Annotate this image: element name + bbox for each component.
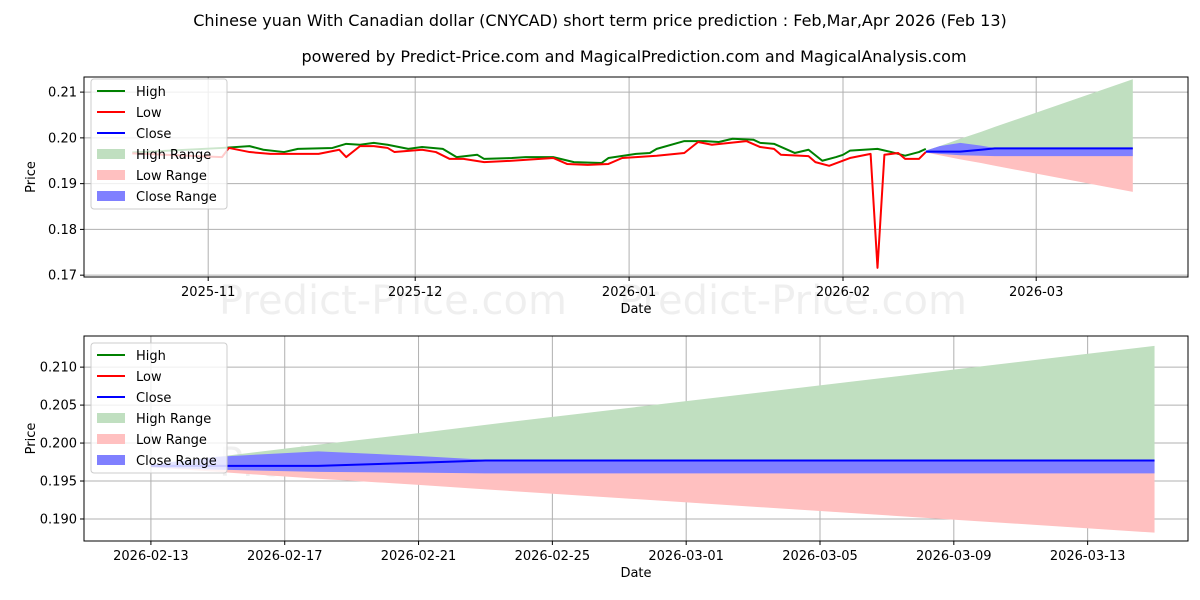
low-range-area — [925, 148, 1133, 192]
top-chart: Predict-Price.com Predict-Price.com2025-1… — [24, 76, 1189, 324]
x-tick-label: 2026-02 — [816, 285, 870, 300]
close-range-area — [150, 451, 1155, 474]
axes-frame — [83, 76, 1189, 278]
x-tick-label: 2025-12 — [388, 285, 442, 300]
y-tick-label: 0.21 — [48, 86, 77, 101]
x-tick-label: 2026-03-09 — [916, 549, 992, 564]
legend-label: High Range — [136, 412, 211, 427]
chart-title: Chinese yuan With Canadian dollar (CNYCA… — [193, 11, 1007, 30]
y-tick-label: 0.210 — [40, 361, 77, 376]
legend-label: Close — [136, 391, 171, 406]
x-tick-label: 2026-02-21 — [381, 549, 457, 564]
x-tick-label: 2026-03-13 — [1050, 549, 1126, 564]
x-tick-label: 2026-03-01 — [648, 549, 724, 564]
legend-label: Low — [136, 106, 162, 121]
close-range-area — [925, 142, 1133, 157]
y-axis-label: Price — [24, 161, 39, 193]
x-tick-label: 2026-03 — [1009, 285, 1063, 300]
x-tick-label: 2026-02-13 — [113, 549, 189, 564]
y-tick-label: 0.190 — [40, 512, 77, 527]
y-tick-label: 0.18 — [48, 223, 77, 238]
legend-patch-low-range — [97, 170, 125, 180]
x-tick-label: 2026-02-17 — [247, 549, 323, 564]
legend-label: Close Range — [136, 190, 217, 205]
chart-subtitle: powered by Predict-Price.com and Magical… — [301, 47, 966, 66]
close-line — [925, 147, 1133, 153]
y-tick-label: 0.200 — [40, 437, 77, 452]
legend-label: High Range — [136, 148, 211, 163]
legend-patch-high-range — [97, 149, 125, 159]
legend-label: Close — [136, 127, 171, 142]
legend-label: High — [136, 349, 166, 364]
legend-label: High — [136, 85, 166, 100]
low-range-area — [150, 460, 1155, 533]
y-tick-label: 0.20 — [48, 131, 77, 146]
y-tick-label: 0.19 — [48, 177, 77, 192]
legend-patch-low-range — [97, 434, 125, 444]
x-tick-label: 2026-02-25 — [515, 549, 591, 564]
legend-label: Low Range — [136, 433, 207, 448]
x-tick-label: 2025-11 — [181, 285, 235, 300]
legend-label: Low — [136, 370, 162, 385]
legend-patch-close-range — [97, 455, 125, 465]
x-tick-label: 2026-03-05 — [782, 549, 858, 564]
axes-frame — [83, 335, 1189, 542]
high-line — [132, 137, 927, 165]
x-tick-label: 2026-01 — [602, 285, 656, 300]
y-axis-label: Price — [24, 423, 39, 455]
legend-patch-high-range — [97, 413, 125, 423]
legend: High Low Close High Range Low Range Close Ran… — [90, 342, 228, 474]
y-tick-label: 0.205 — [40, 399, 77, 414]
x-axis-label: Date — [620, 302, 651, 317]
low-line — [132, 140, 927, 269]
high-range-area — [925, 79, 1133, 152]
legend-label: Close Range — [136, 454, 217, 469]
high-range-area — [150, 345, 1155, 466]
legend-label: Low Range — [136, 169, 207, 184]
y-tick-label: 0.195 — [40, 475, 77, 490]
bottom-chart: Predict-Price.comPredict-Price.com2026-0… — [24, 335, 1189, 581]
watermark: Predict-Price.com — [219, 278, 567, 324]
legend: High Low Close High Range Low Range Close Ran… — [90, 78, 228, 210]
legend-patch-close-range — [97, 191, 125, 201]
x-axis-label: Date — [620, 566, 651, 581]
y-tick-label: 0.17 — [48, 269, 77, 284]
watermark: Predict-Price.com — [619, 278, 967, 324]
